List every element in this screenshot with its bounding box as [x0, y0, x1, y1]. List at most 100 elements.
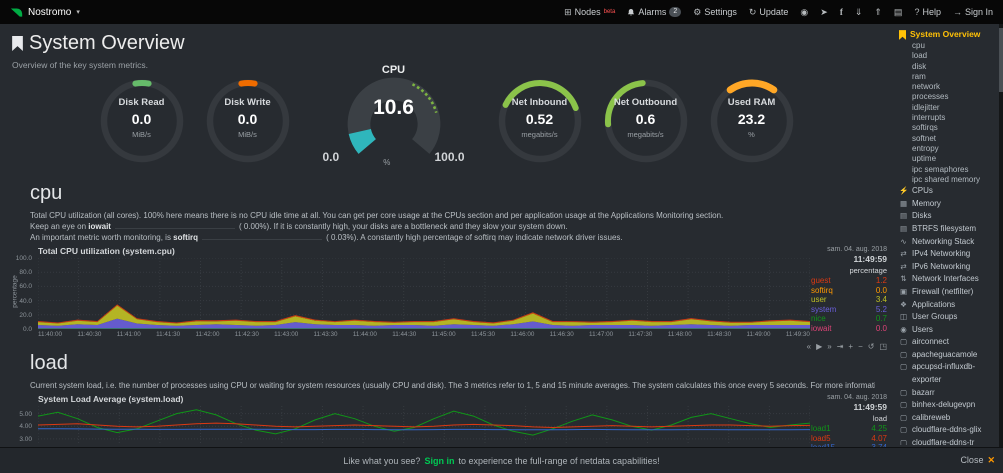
- sidebar-item-bazarr[interactable]: ▢ bazarr: [899, 387, 997, 400]
- sidebar-item-airconnect[interactable]: ▢ airconnect: [899, 336, 997, 349]
- close-icon: ✕: [987, 455, 995, 465]
- gauge-value: 0.6: [635, 111, 656, 127]
- gauge-disk-read[interactable]: Disk Read 0.0 MiB/s: [97, 76, 187, 180]
- sidebar-item-disk[interactable]: disk: [912, 61, 927, 71]
- sidebar-item-network[interactable]: network: [912, 82, 941, 92]
- package-icon: ▢: [899, 387, 908, 397]
- gauge-unit: %: [383, 158, 391, 167]
- sidebar-item-apcupsd-influxdb-exporter[interactable]: ▢ apcupsd-influxdb-exporter: [899, 361, 997, 386]
- reset-zoom-icon[interactable]: ↺: [867, 342, 875, 351]
- legend-item-system[interactable]: system 5.2: [811, 304, 887, 314]
- print-icon[interactable]: ▤: [893, 6, 903, 17]
- sidebar-item-ram[interactable]: ram: [912, 71, 926, 81]
- alarms-button[interactable]: Alarms 2: [627, 7, 682, 17]
- legend-item-load5[interactable]: load5 4.07: [811, 433, 887, 443]
- sidebar-item-cpu[interactable]: cpu: [912, 41, 925, 50]
- sidebar-item-networking-stack[interactable]: ∿ Networking Stack: [899, 236, 997, 249]
- sidebar-item-processes[interactable]: processes: [912, 92, 949, 102]
- zoom-in-icon[interactable]: +: [848, 342, 854, 351]
- load-plot-area[interactable]: [38, 406, 810, 444]
- gauge-net-inbound[interactable]: Net Inbound 0.52 megabits/s: [495, 76, 585, 180]
- load-chart[interactable]: System Load Average (system.load) 5.00 4.…: [4, 394, 889, 452]
- sidebar: System Overview cpu load disk ram network pro…: [895, 26, 999, 445]
- sidebar-item-ipc-shared-memory[interactable]: ipc shared memory: [912, 174, 981, 184]
- chart-title: Total CPU utilization (system.cpu): [38, 246, 175, 256]
- softirq-sparkline[interactable]: [202, 233, 323, 240]
- sidebar-item-calibreweb[interactable]: ▢ calibreweb: [899, 412, 997, 425]
- play-icon[interactable]: ▶: [816, 342, 823, 351]
- legend-item-iowait[interactable]: iowait 0.0: [811, 323, 887, 333]
- iowait-sparkline[interactable]: [114, 222, 235, 229]
- legend-item-nice[interactable]: nice 0.7: [811, 314, 887, 323]
- sidebar-item-ipv6-networking[interactable]: ⇄ IPv6 Networking: [899, 261, 997, 274]
- gauge-min: 0.0: [322, 150, 340, 164]
- sidebar-section-label: bazarr: [912, 387, 935, 397]
- y-tick-label: 100.0: [15, 255, 32, 262]
- legend-item-load1[interactable]: load1 4.25: [811, 424, 887, 433]
- sidebar-item-uptime[interactable]: uptime: [912, 154, 937, 164]
- cpu-chart[interactable]: Total CPU utilization (system.cpu) perce…: [4, 246, 889, 352]
- sidebar-item-cloudflare-ddns-tr[interactable]: ▢ cloudflare-ddns-tr: [899, 437, 997, 445]
- sidebar-item-memory[interactable]: ▦ Memory: [899, 198, 997, 211]
- resize-icon[interactable]: ◳: [879, 342, 887, 351]
- scrollbar-thumb[interactable]: [999, 28, 1003, 92]
- interfaces-icon: ⇅: [900, 274, 907, 284]
- pan-backward-icon[interactable]: «: [806, 342, 812, 351]
- help-label: Help: [922, 7, 941, 17]
- export-snapshot-icon[interactable]: ⇑: [874, 6, 882, 17]
- disk-icon: ▤: [899, 211, 908, 221]
- sidebar-item-ipc-semaphores[interactable]: ipc semaphores: [912, 164, 969, 174]
- update-button[interactable]: ↻ Update: [749, 7, 789, 18]
- legend-item-softirq[interactable]: softirq 0.0: [811, 285, 887, 295]
- sidebar-item-firewall-netfilter-[interactable]: ▣ Firewall (netfilter): [899, 286, 997, 299]
- sidebar-section-label: CPUs: [912, 186, 933, 196]
- sidebar-item-applications[interactable]: ❖ Applications: [899, 299, 997, 312]
- gauge-value: 0.52: [525, 111, 554, 127]
- sidebar-item-btrfs-filesystem[interactable]: ▤ BTRFS filesystem: [899, 223, 997, 236]
- pan-forward-icon[interactable]: »: [827, 342, 832, 351]
- sidebar-item-softnet[interactable]: softnet: [912, 133, 937, 143]
- gauge-cpu[interactable]: CPU 10.6 0.0 % 100.0: [309, 64, 479, 167]
- github-icon[interactable]: ◉: [800, 6, 809, 17]
- sidebar-item-cloudflare-ddns-glix[interactable]: ▢ cloudflare-ddns-glix: [899, 424, 997, 437]
- sidebar-item-user-groups[interactable]: ◫ User Groups: [899, 311, 997, 324]
- gauge-disk-write[interactable]: Disk Write 0.0 MiB/s: [203, 76, 293, 180]
- sidebar-item-idlejitter[interactable]: idlejitter: [912, 102, 940, 112]
- footer-close-button[interactable]: Close ✕: [960, 455, 995, 466]
- gauge-net-outbound[interactable]: Net Outbound 0.6 megabits/s: [601, 76, 691, 180]
- legend-item-user[interactable]: user 3.4: [811, 295, 887, 304]
- sidebar-item-softirqs[interactable]: softirqs: [912, 123, 938, 133]
- facebook-icon[interactable]: f: [839, 7, 843, 17]
- x-tick-label: 11:42:30: [234, 331, 259, 338]
- sidebar-item-load[interactable]: load: [912, 51, 928, 61]
- sidebar-item-system-overview[interactable]: System Overview: [899, 28, 997, 41]
- chart-title: System Load Average (system.load): [38, 394, 184, 404]
- x-tick-label: 11:48:00: [667, 331, 692, 338]
- cpu-plot-area[interactable]: [38, 258, 810, 329]
- sidebar-item-disks[interactable]: ▤ Disks: [899, 210, 997, 223]
- x-tick-label: 11:47:00: [589, 331, 614, 338]
- sidebar-item-users[interactable]: ◉ Users: [899, 324, 997, 337]
- footer-sign-in-link[interactable]: Sign in: [424, 455, 455, 466]
- page-header: System Overview: [12, 32, 185, 55]
- sidebar-item-entropy[interactable]: entropy: [912, 143, 939, 153]
- sidebar-item-network-interfaces[interactable]: ⇅ Network Interfaces: [899, 273, 997, 286]
- twitter-icon[interactable]: ➤: [820, 6, 828, 17]
- sign-in-button[interactable]: → Sign In: [953, 7, 993, 17]
- zoom-out-icon[interactable]: −: [858, 342, 863, 351]
- legend-item-guest[interactable]: guest 1.2: [811, 276, 887, 285]
- help-button[interactable]: ? Help: [914, 7, 941, 17]
- sidebar-item-binhex-delugevpn[interactable]: ▢ binhex-delugevpn: [899, 399, 997, 412]
- node-selector[interactable]: Nostromo ▾: [10, 6, 80, 19]
- sidebar-item-cpus[interactable]: ⚡ CPUs: [899, 185, 997, 198]
- sidebar-item-interrupts[interactable]: interrupts: [912, 113, 946, 123]
- nodes-button[interactable]: ⊞ Nodes beta: [564, 7, 615, 18]
- jump-to-end-icon[interactable]: ⇥: [836, 342, 844, 351]
- scrollbar[interactable]: [999, 24, 1003, 473]
- y-tick-label: 3.00: [19, 435, 32, 443]
- sidebar-item-ipv4-networking[interactable]: ⇄ IPv4 Networking: [899, 248, 997, 261]
- import-snapshot-icon[interactable]: ⇓: [854, 6, 863, 17]
- gauge-used-ram[interactable]: Used RAM 23.2 %: [707, 76, 797, 180]
- sidebar-item-apacheguacamole[interactable]: ▢ apacheguacamole: [899, 349, 997, 362]
- settings-button[interactable]: ⚙ Settings: [693, 7, 737, 18]
